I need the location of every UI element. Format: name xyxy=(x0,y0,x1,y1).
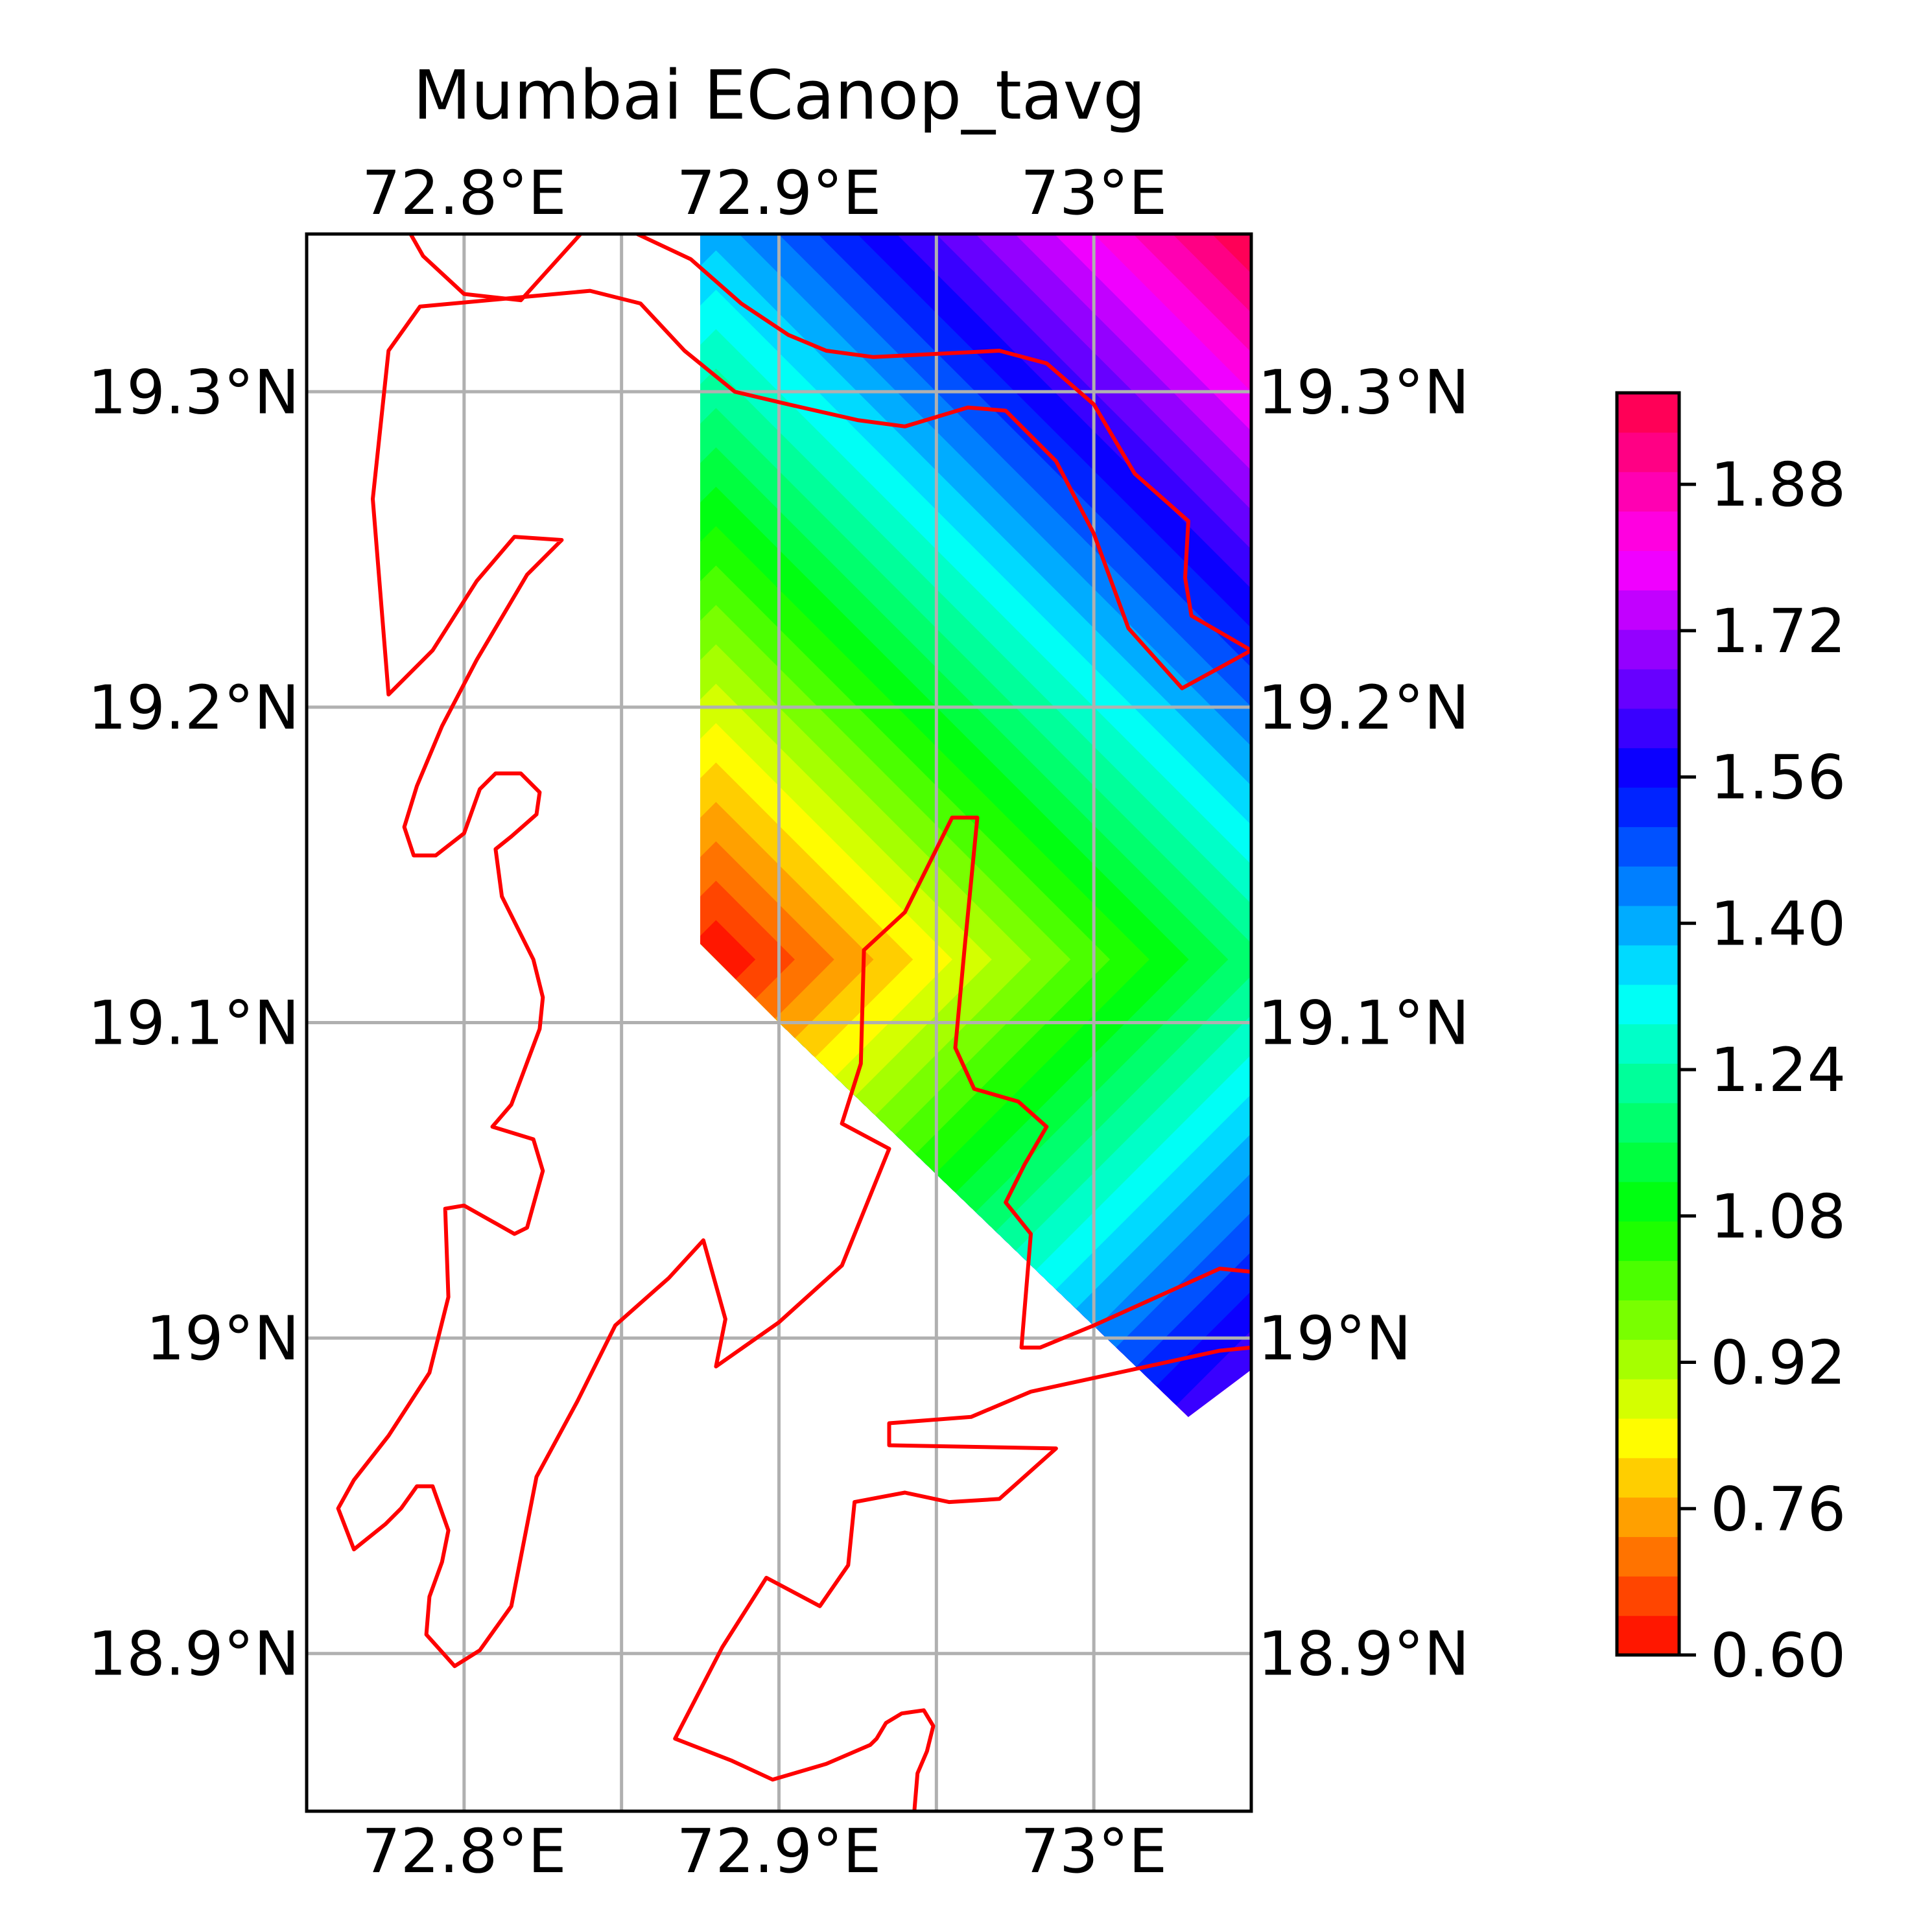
lat-label-left: 19°N xyxy=(146,1304,300,1374)
lon-labels-bottom: 72.8°E 72.9°E 73°E xyxy=(362,1816,1167,1887)
lat-label-right: 19.2°N xyxy=(1258,673,1470,744)
field-band xyxy=(700,920,756,999)
colorbar-band xyxy=(1617,1339,1679,1379)
lat-labels-right: 18.9°N 19°N 19.1°N 19.2°N 19.3°N xyxy=(1258,357,1470,1689)
lat-labels-left: 18.9°N 19°N 19.1°N 19.2°N 19.3°N xyxy=(88,357,300,1689)
colorbar: 0.60 0.76 0.92 1.08 1.24 1.40 1.56 1.72 1.88 xyxy=(1615,391,1846,1691)
lat-label-right: 19°N xyxy=(1258,1304,1411,1374)
colorbar-tick-label: 1.40 xyxy=(1710,889,1846,959)
lat-label-left: 19.3°N xyxy=(88,357,300,428)
colorbar-band xyxy=(1617,1418,1679,1459)
colorbar-band xyxy=(1617,511,1679,551)
coastline xyxy=(336,234,1251,1669)
coastline xyxy=(673,1345,1251,1811)
colorbar-band xyxy=(1617,1142,1679,1182)
lon-label-bottom: 72.9°E xyxy=(677,1816,882,1887)
colorbar-band xyxy=(1617,1536,1679,1577)
colorbar-band xyxy=(1617,1063,1679,1103)
colorbar-tick-label: 0.60 xyxy=(1710,1621,1846,1691)
colorbar-band xyxy=(1617,787,1679,827)
colorbar-band xyxy=(1617,1103,1679,1143)
colorbar-band xyxy=(1617,984,1679,1025)
colorbar-band xyxy=(1617,668,1679,709)
colorbar-band xyxy=(1617,1221,1679,1261)
lon-labels-top: 72.8°E 72.9°E 73°E xyxy=(362,158,1167,229)
colorbar-band xyxy=(1617,944,1679,985)
colorbar-band xyxy=(1617,432,1679,473)
lat-label-left: 19.1°N xyxy=(88,989,300,1059)
lon-label-bottom: 72.8°E xyxy=(362,1816,567,1887)
colorbar-band xyxy=(1617,393,1679,433)
colorbar-band xyxy=(1617,866,1679,906)
colorbar-tick-label: 0.92 xyxy=(1710,1328,1846,1399)
colorbar-band xyxy=(1617,1181,1679,1222)
colorbar-band xyxy=(1617,1260,1679,1301)
lat-label-left: 18.9°N xyxy=(88,1619,300,1690)
map-frame xyxy=(305,232,1253,1813)
colorbar-bands xyxy=(1617,393,1679,1656)
colorbar-band xyxy=(1617,1615,1679,1656)
colorbar-tick-label: 0.76 xyxy=(1710,1474,1846,1545)
gridlines xyxy=(307,234,1251,1811)
lat-label-right: 19.1°N xyxy=(1258,989,1470,1059)
colorbar-band xyxy=(1617,1457,1679,1498)
colorbar-tick-label: 1.24 xyxy=(1710,1035,1846,1106)
lat-label-left: 19.2°N xyxy=(88,673,300,744)
colorbar-band xyxy=(1617,629,1679,670)
colorbar-tick-label: 1.08 xyxy=(1710,1182,1846,1252)
colorbar-tick-label: 1.56 xyxy=(1710,743,1846,814)
coastline xyxy=(408,234,582,303)
lon-label-top: 72.8°E xyxy=(362,158,567,229)
colorbar-tick-label: 1.88 xyxy=(1710,450,1846,521)
lon-label-top: 73°E xyxy=(1020,158,1167,229)
map-title: Mumbai ECanop_tavg xyxy=(413,56,1146,135)
colorbar-band xyxy=(1617,471,1679,512)
colorbar-band xyxy=(1617,708,1679,749)
colorbar-band xyxy=(1617,1576,1679,1616)
coastlines xyxy=(336,234,1251,1811)
colorbar-tick-label: 1.72 xyxy=(1710,596,1846,667)
colorbar-band xyxy=(1617,1497,1679,1538)
colorbar-band xyxy=(1617,827,1679,867)
colorbar-ticks: 0.60 0.76 0.92 1.08 1.24 1.40 1.56 1.72 1.88 xyxy=(1679,450,1846,1691)
colorbar-band xyxy=(1617,905,1679,946)
colorbar-band xyxy=(1617,590,1679,630)
colorbar-band xyxy=(1617,1379,1679,1419)
lon-label-top: 72.9°E xyxy=(677,158,882,229)
colorbar-band xyxy=(1617,747,1679,788)
colorbar-band xyxy=(1617,1024,1679,1064)
lon-label-bottom: 73°E xyxy=(1020,1816,1167,1887)
lat-label-right: 18.9°N xyxy=(1258,1619,1470,1690)
colorbar-frame xyxy=(1615,391,1681,1657)
colorbar-band xyxy=(1617,1300,1679,1340)
lat-label-right: 19.3°N xyxy=(1258,357,1470,428)
colorbar-band xyxy=(1617,550,1679,591)
